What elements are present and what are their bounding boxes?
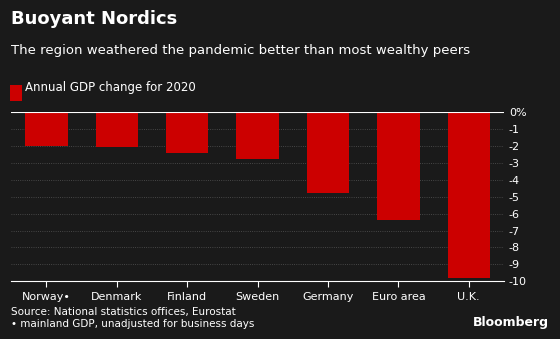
Text: Bloomberg: Bloomberg <box>473 316 549 329</box>
Bar <box>307 112 349 193</box>
Bar <box>236 112 279 159</box>
Bar <box>96 112 138 147</box>
Bar <box>25 112 68 146</box>
Text: Source: National statistics offices, Eurostat
• mainland GDP, unadjusted for bus: Source: National statistics offices, Eur… <box>11 307 255 329</box>
Text: Buoyant Nordics: Buoyant Nordics <box>11 10 178 28</box>
Text: Annual GDP change for 2020: Annual GDP change for 2020 <box>25 81 196 94</box>
Bar <box>166 112 208 153</box>
Bar <box>377 112 419 220</box>
Bar <box>447 112 490 278</box>
Text: The region weathered the pandemic better than most wealthy peers: The region weathered the pandemic better… <box>11 44 470 57</box>
